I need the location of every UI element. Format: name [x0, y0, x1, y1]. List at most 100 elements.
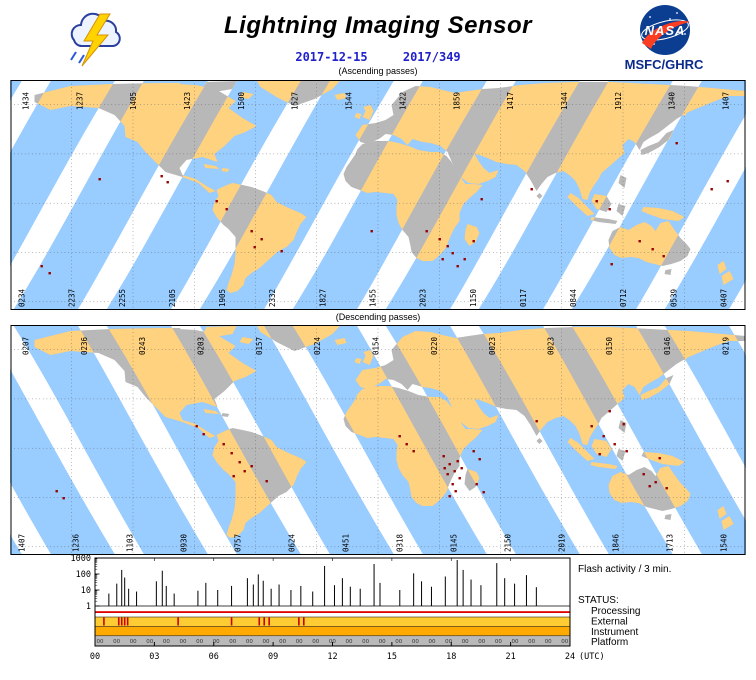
flash-cluster [398, 435, 401, 438]
platform-mark: 00 [412, 639, 419, 645]
flash-cluster [662, 255, 665, 258]
flash-cluster [710, 188, 713, 191]
flash-cluster [460, 467, 463, 470]
flash-cluster [625, 450, 628, 453]
flash-cluster [225, 208, 228, 211]
platform-mark: 00 [113, 639, 120, 645]
map-border [10, 325, 746, 555]
pass-time-label: 1912 [614, 92, 623, 110]
descending-passes-map: 0207 0236 0243 0203 0157 0224 0154 0220 0023 0023… [10, 325, 746, 555]
pass-time-label: 0844 [569, 288, 578, 307]
x-tick-label: 12 [327, 652, 337, 662]
flash-cluster [613, 443, 616, 446]
pass-time-label: 1434 [22, 91, 31, 110]
pass-time-label: 1500 [237, 91, 246, 110]
x-axis-unit: (UTC) [579, 652, 605, 662]
pass-time-label: 1150 [469, 288, 478, 307]
flash-cluster [446, 473, 449, 476]
pass-time-label: 0203 [197, 337, 206, 355]
x-tick-label: 03 [149, 652, 159, 662]
flash-cluster [253, 246, 256, 249]
platform-mark: 00 [528, 639, 535, 645]
flash-cluster [412, 450, 415, 453]
flash-cluster [530, 188, 533, 191]
activity-status-panel: 1000 100 10 1 00 00 00 00 00 00 00 00 00 00 00 00 00… [71, 554, 672, 662]
pass-time-label: 0207 [22, 337, 31, 355]
pass-time-label: 0154 [372, 336, 381, 355]
flash-cluster [608, 208, 611, 211]
x-tick-label: 18 [446, 652, 456, 662]
status-bar-platform [95, 635, 570, 646]
flash-cluster [454, 490, 457, 493]
flash-cluster [160, 175, 163, 178]
flash-cluster [456, 460, 459, 463]
pass-time-labels-bottom: 0234 2237 2255 2105 1905 2332 1827 1455 2023 1150… [18, 288, 729, 307]
flash-cluster [48, 272, 51, 275]
x-tick-label: 24 [565, 652, 575, 662]
pass-time-label: 1713 [666, 534, 675, 552]
flash-cluster [202, 433, 205, 436]
lightning-bolt [81, 13, 111, 67]
y-tick-100: 100 [76, 570, 91, 580]
flash-cluster [451, 483, 454, 486]
x-tick-label: 21 [506, 652, 516, 662]
flash-cluster [472, 240, 475, 243]
flash-cluster [442, 455, 445, 458]
flash-cluster [675, 142, 678, 145]
platform-mark: 00 [196, 639, 203, 645]
platform-mark: 00 [263, 639, 270, 645]
platform-mark: 00 [346, 639, 353, 645]
pass-time-label: 0219 [722, 337, 731, 355]
flash-cluster [62, 497, 65, 500]
flash-cluster [448, 463, 451, 466]
platform-mark: 00 [462, 639, 469, 645]
pass-time-label: 1407 [18, 534, 27, 552]
status-title: STATUS: [578, 595, 619, 606]
flash-cluster [195, 425, 198, 428]
flash-cluster [230, 452, 233, 455]
red-swoosh [642, 21, 690, 49]
pass-time-label: 2255 [118, 289, 127, 307]
flash-cluster [456, 265, 459, 268]
pass-time-label: 2023 [419, 289, 428, 307]
flash-clusters [40, 142, 729, 275]
pass-time-label: 1544 [345, 91, 354, 110]
flash-clusters [55, 410, 668, 500]
ascending-passes-label: (Ascending passes) [338, 66, 418, 76]
flash-cluster [535, 420, 538, 423]
descending-passes-label: (Descending passes) [335, 312, 421, 322]
flash-cluster [475, 483, 478, 486]
pass-time-label: 0234 [18, 288, 27, 307]
flash-activity-note: Flash activity / 3 min. [578, 564, 671, 575]
platform-mark: 00 [362, 639, 369, 645]
pass-time-label: 0407 [720, 289, 729, 307]
platform-mark: 00 [180, 639, 187, 645]
flash-cluster [478, 458, 481, 461]
status-label-platform: Platform [591, 637, 628, 648]
status-label-processing: Processing [591, 606, 640, 617]
pass-time-label: 0712 [619, 289, 628, 307]
flash-cluster [451, 252, 454, 255]
platform-mark: 00 [395, 639, 402, 645]
ascending-passes-map: 1434 1237 1405 1423 1500 1527 1544 1422 1859 1417… [10, 80, 746, 310]
pass-time-label: 1827 [318, 289, 327, 307]
pass-time-label: 0145 [450, 534, 459, 552]
status-bar-external [95, 617, 570, 626]
flash-cluster [726, 180, 729, 183]
pass-time-label: 1455 [369, 289, 378, 307]
pass-time-label: 1407 [722, 92, 731, 110]
pass-time-label: 1422 [398, 92, 407, 110]
pass-time-label: 2150 [504, 533, 513, 552]
platform-mark: 00 [512, 639, 519, 645]
flash-cluster [238, 461, 241, 464]
pass-time-label: 0930 [180, 533, 189, 552]
pass-time-label: 1540 [720, 533, 729, 552]
flash-cluster [441, 258, 444, 261]
status-label-external: External [591, 617, 628, 628]
status-bar-processing [95, 611, 570, 613]
flash-cluster [472, 450, 475, 453]
platform-mark: 00 [279, 639, 286, 645]
platform-mark: 00 [445, 639, 452, 645]
pass-time-label: 0117 [519, 289, 528, 307]
